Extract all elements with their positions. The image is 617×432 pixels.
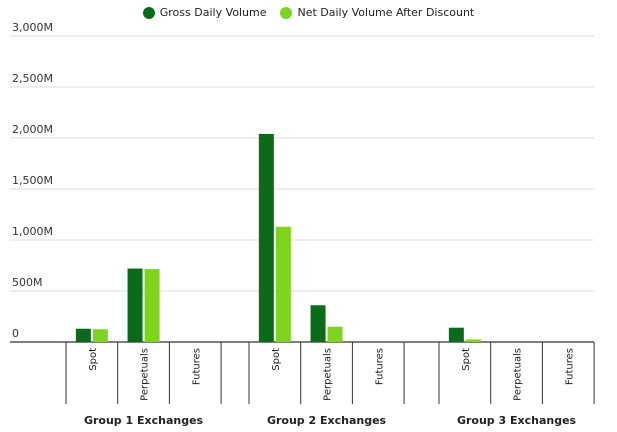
bar-g1-spot-net [92, 329, 108, 342]
y-tick-label-5: 2,500M [12, 72, 53, 85]
category-label-g3-futures: Futures [564, 348, 575, 385]
chart-legend: Gross Daily Volume Net Daily Volume Afte… [0, 6, 617, 19]
bar-g2-spot-gross [258, 133, 274, 342]
category-label-g3-perpetuals: Perpetuals [513, 348, 524, 401]
y-tick-label-3: 1,500M [12, 174, 53, 187]
category-label-g3-spot: Spot [461, 348, 472, 371]
bar-g2-perpetuals-gross [310, 305, 326, 342]
y-tick-label-4: 2,000M [12, 123, 53, 136]
legend-label-net: Net Daily Volume After Discount [297, 6, 475, 19]
y-tick-label-0: 0 [12, 327, 19, 340]
legend-swatch-gross [142, 6, 155, 19]
group-label-2: Group 2 Exchanges [267, 414, 387, 427]
legend-item-gross[interactable]: Gross Daily Volume [142, 6, 267, 19]
legend-label-gross: Gross Daily Volume [159, 6, 267, 19]
category-label-g1-spot: Spot [88, 348, 99, 371]
bar-g2-perpetuals-net [327, 326, 343, 342]
category-label-g2-spot: Spot [271, 348, 282, 371]
group-label-3: Group 3 Exchanges [457, 414, 577, 427]
group-label-1: Group 1 Exchanges [84, 414, 204, 427]
bar-g1-spot-gross [75, 328, 91, 342]
category-label-g1-futures: Futures [191, 348, 202, 385]
y-tick-label-6: 3,000M [12, 21, 53, 34]
category-label-g2-perpetuals: Perpetuals [323, 348, 334, 401]
y-tick-label-1: 500M [12, 276, 43, 289]
bar-g1-perpetuals-gross [127, 268, 143, 342]
category-label-g1-perpetuals: Perpetuals [140, 348, 151, 401]
bar-g3-spot-net [465, 339, 481, 342]
y-tick-label-2: 1,000M [12, 225, 53, 238]
bar-g2-spot-net [275, 226, 291, 342]
legend-swatch-net [280, 6, 293, 19]
legend-item-net[interactable]: Net Daily Volume After Discount [280, 6, 474, 19]
bar-g3-spot-gross [448, 327, 464, 342]
category-label-g2-futures: Futures [374, 348, 385, 385]
bar-g1-perpetuals-net [144, 269, 160, 342]
